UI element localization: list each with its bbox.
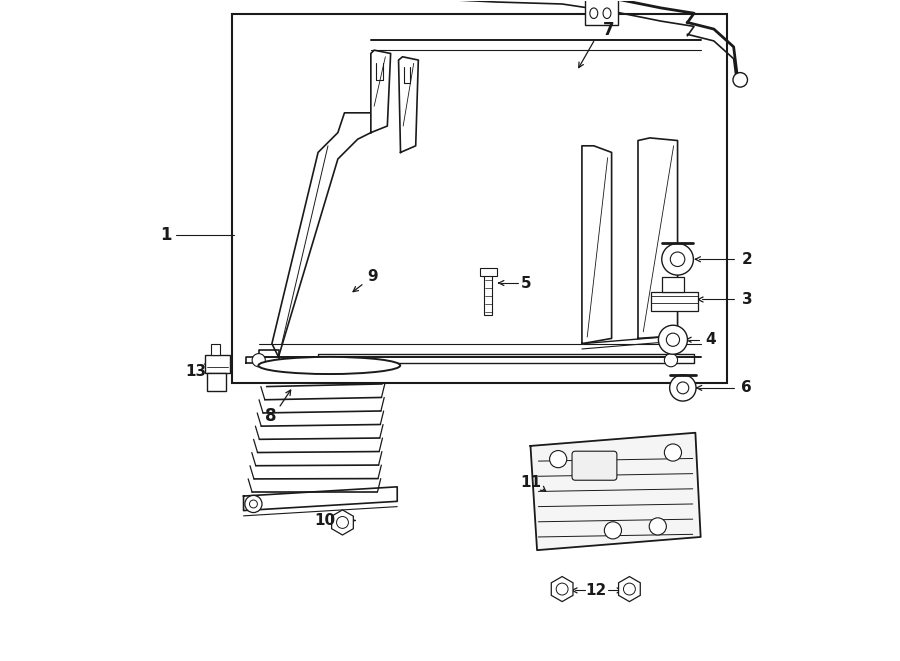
Circle shape (649, 518, 666, 535)
Text: 2: 2 (742, 252, 752, 267)
Text: 6: 6 (742, 380, 752, 395)
Text: 10: 10 (314, 513, 335, 528)
Polygon shape (618, 576, 640, 602)
Circle shape (659, 325, 688, 354)
Text: 4: 4 (706, 332, 716, 347)
Ellipse shape (603, 8, 611, 19)
Circle shape (677, 382, 688, 394)
Bar (212, 344, 220, 355)
Ellipse shape (258, 357, 400, 374)
Circle shape (550, 451, 567, 468)
Polygon shape (318, 354, 694, 364)
Polygon shape (272, 113, 371, 357)
Bar (480, 268, 497, 276)
Polygon shape (638, 138, 678, 338)
Text: 7: 7 (602, 21, 614, 40)
Ellipse shape (590, 8, 598, 19)
FancyBboxPatch shape (572, 451, 616, 481)
Text: 9: 9 (367, 269, 377, 284)
Bar (662, 277, 683, 292)
Bar (207, 373, 226, 391)
Circle shape (670, 252, 685, 266)
Circle shape (670, 375, 696, 401)
Circle shape (664, 354, 678, 367)
Bar (232, 14, 727, 383)
Polygon shape (582, 146, 612, 344)
Text: 1: 1 (160, 226, 172, 244)
Circle shape (662, 243, 693, 275)
Text: 13: 13 (185, 364, 207, 379)
Polygon shape (331, 510, 354, 535)
Polygon shape (530, 433, 701, 550)
Text: 12: 12 (586, 583, 608, 598)
Circle shape (604, 522, 622, 539)
Polygon shape (246, 350, 278, 364)
Text: 3: 3 (742, 292, 752, 307)
Bar (651, 292, 698, 311)
Circle shape (664, 444, 681, 461)
Text: 11: 11 (520, 475, 541, 490)
Polygon shape (552, 576, 573, 602)
Bar (204, 355, 230, 373)
Circle shape (245, 495, 262, 512)
Bar (484, 272, 492, 315)
Text: 8: 8 (265, 407, 276, 425)
Circle shape (666, 333, 680, 346)
Circle shape (249, 500, 257, 508)
Polygon shape (371, 50, 391, 133)
Circle shape (337, 516, 348, 528)
Circle shape (624, 583, 635, 595)
Circle shape (733, 73, 748, 87)
Polygon shape (399, 57, 418, 153)
Bar (585, 0, 618, 25)
Circle shape (556, 583, 568, 595)
Text: 5: 5 (520, 276, 531, 290)
Circle shape (252, 354, 266, 367)
Polygon shape (244, 487, 397, 510)
